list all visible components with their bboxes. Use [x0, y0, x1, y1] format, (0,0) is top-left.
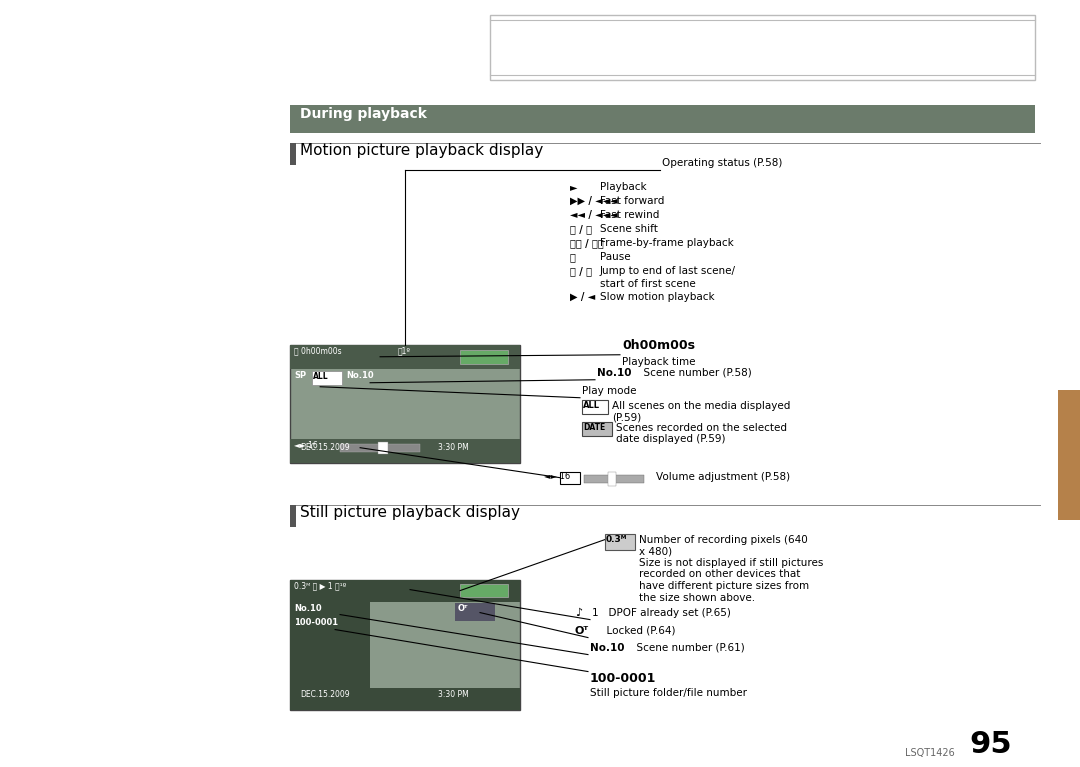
Text: All scenes on the media displayed
(P.59): All scenes on the media displayed (P.59) — [612, 400, 791, 423]
Text: Pause: Pause — [600, 252, 631, 262]
Text: Number of recording pixels (640
x 480)
Size is not displayed if still pictures
r: Number of recording pixels (640 x 480) S… — [639, 535, 823, 603]
Bar — [291, 580, 519, 709]
Bar — [582, 422, 612, 436]
Text: Jump to end of last scene/: Jump to end of last scene/ — [600, 266, 735, 276]
Text: DPOF already set (P.65): DPOF already set (P.65) — [602, 607, 731, 617]
Bar — [291, 105, 1035, 133]
Text: 100-0001: 100-0001 — [294, 617, 338, 627]
Text: Playback: Playback — [600, 182, 647, 192]
Text: Slow motion playback: Slow motion playback — [600, 291, 715, 301]
Text: Oᵀ: Oᵀ — [575, 626, 589, 636]
Text: Motion picture playback display: Motion picture playback display — [300, 143, 543, 158]
Text: ⏭ / ⏮: ⏭ / ⏮ — [570, 266, 592, 276]
Bar — [291, 580, 519, 601]
Bar — [312, 370, 342, 385]
Text: Scenes recorded on the selected
date displayed (P.59): Scenes recorded on the selected date dis… — [616, 423, 787, 444]
Text: No.10: No.10 — [590, 643, 624, 653]
Bar — [561, 472, 580, 484]
Bar — [291, 345, 519, 463]
Text: Fast forward: Fast forward — [600, 196, 664, 206]
Text: Operating status (P.58): Operating status (P.58) — [662, 158, 782, 168]
Bar — [455, 603, 495, 621]
Text: ⏸: ⏸ — [570, 252, 576, 262]
Text: ◄◄ / ◄◄◄: ◄◄ / ◄◄◄ — [570, 210, 618, 220]
Text: ▶ / ◄: ▶ / ◄ — [570, 291, 595, 301]
Text: Scene shift: Scene shift — [600, 224, 658, 234]
Text: ⏱1º: ⏱1º — [399, 347, 411, 356]
Text: Oᵀ: Oᵀ — [458, 604, 469, 613]
Text: Play mode: Play mode — [582, 386, 636, 396]
Text: No.10: No.10 — [597, 367, 632, 378]
Bar — [608, 472, 616, 486]
Text: Still picture playback display: Still picture playback display — [300, 505, 521, 520]
Bar — [291, 439, 519, 463]
Bar — [291, 143, 296, 165]
Text: Volume adjustment (P.58): Volume adjustment (P.58) — [656, 472, 791, 482]
Bar — [378, 442, 388, 454]
Text: SP: SP — [294, 370, 307, 380]
Text: ⏸⏸ / ⏸⏹: ⏸⏸ / ⏸⏹ — [570, 238, 604, 248]
Text: Still picture folder/file number: Still picture folder/file number — [590, 687, 747, 697]
Text: DEC.15.2009: DEC.15.2009 — [300, 690, 350, 699]
Bar — [291, 505, 296, 527]
Bar — [605, 534, 635, 550]
Text: ⏭ / ⏮: ⏭ / ⏮ — [570, 224, 592, 234]
Text: Scene number (P.58): Scene number (P.58) — [637, 367, 752, 378]
Bar — [490, 15, 1035, 80]
Bar — [291, 345, 519, 369]
Text: ⏸ 0h00m00s: ⏸ 0h00m00s — [294, 347, 341, 356]
Text: Locked (P.64): Locked (P.64) — [600, 626, 675, 636]
Text: Frame-by-frame playback: Frame-by-frame playback — [600, 238, 733, 248]
Bar — [340, 443, 420, 452]
Bar — [460, 584, 508, 597]
Text: 0h00m00s: 0h00m00s — [622, 339, 694, 352]
Bar — [460, 350, 508, 364]
Text: 1: 1 — [592, 607, 598, 617]
Text: DATE: DATE — [583, 423, 605, 432]
Bar — [584, 475, 644, 482]
Text: ◄► 16: ◄► 16 — [294, 441, 318, 449]
Text: 3:30 PM: 3:30 PM — [438, 690, 469, 699]
Bar — [582, 400, 608, 413]
Text: ALL: ALL — [313, 372, 328, 380]
Text: Fast rewind: Fast rewind — [600, 210, 659, 220]
Text: start of first scene: start of first scene — [600, 279, 696, 289]
Text: LSQT1426: LSQT1426 — [905, 748, 955, 758]
Text: No.10: No.10 — [346, 370, 374, 380]
Bar — [1057, 390, 1080, 520]
Text: Playback time: Playback time — [622, 357, 696, 367]
Text: During playback: During playback — [300, 107, 427, 121]
Bar — [291, 601, 370, 687]
Text: No.10: No.10 — [294, 604, 322, 613]
Text: ALL: ALL — [583, 400, 600, 410]
Text: ▶▶ / ◄◄◄: ▶▶ / ◄◄◄ — [570, 196, 618, 206]
Text: 0.3ᴹ: 0.3ᴹ — [606, 535, 627, 544]
Text: ♪: ♪ — [575, 607, 582, 617]
Text: ◄► 16: ◄► 16 — [544, 472, 570, 481]
Text: 0.3ᴹ ⏸ ▶ 1 ⏱¹º: 0.3ᴹ ⏸ ▶ 1 ⏱¹º — [294, 581, 347, 591]
Text: 100-0001: 100-0001 — [590, 672, 657, 685]
Text: DEC.15.2009: DEC.15.2009 — [300, 443, 350, 452]
Text: 95: 95 — [970, 729, 1012, 759]
Bar — [291, 687, 519, 709]
Text: 3:30 PM: 3:30 PM — [438, 443, 469, 452]
Text: Scene number (P.61): Scene number (P.61) — [630, 643, 745, 653]
Text: ►: ► — [570, 182, 578, 192]
